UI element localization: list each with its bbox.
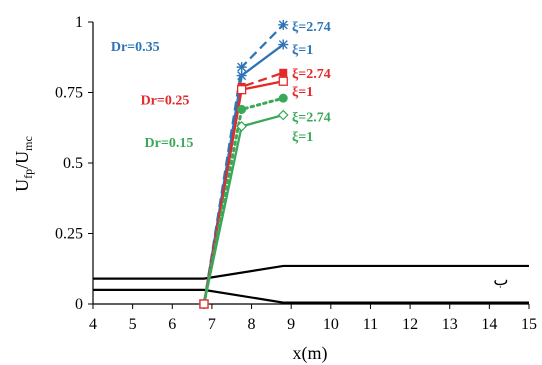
annotation-label: ξ=1 [292, 43, 313, 58]
y-axis-title-main: U [12, 179, 32, 192]
x-tick-label: 4 [89, 316, 97, 333]
x-tick-label: 15 [521, 316, 537, 333]
y-tick-label: 0.5 [63, 155, 83, 172]
annotation-label: ξ=2.74 [292, 110, 331, 125]
x-tick-label: 11 [363, 316, 378, 333]
data-point [278, 19, 289, 30]
data-point [236, 70, 247, 81]
data-point [237, 104, 247, 114]
x-tick-label: 10 [323, 316, 339, 333]
annotation-label: ξ=2.74 [292, 20, 331, 35]
y-tick-labels: 0 0.25 0.5 0.75 1 [55, 14, 93, 313]
annotation-label: ξ=2.74 [292, 67, 331, 82]
y-axis-title: Ufp/Umc [12, 136, 35, 192]
data-point [279, 68, 288, 77]
data-point [277, 109, 289, 121]
data-point [236, 85, 247, 95]
x-tick-label: 5 [129, 316, 137, 333]
y-axis-title-mid: /U [12, 151, 32, 169]
annotation-label: ξ=1 [292, 130, 313, 145]
data-point [236, 62, 247, 73]
y-tick-label: 0.75 [55, 85, 83, 102]
x-tick-label: 13 [442, 316, 458, 333]
series-layer [198, 19, 289, 310]
x-axis-title: x(m) [293, 343, 328, 364]
x-tick-labels: 4 5 6 7 8 9 10 11 12 13 14 15 [89, 304, 537, 333]
data-point [199, 299, 209, 309]
annotation-label: Dr=0.25 [141, 94, 190, 109]
x-tick-label: 8 [248, 316, 256, 333]
section-line [93, 288, 529, 304]
y-axis-title-sub: fp [21, 169, 35, 179]
section-line [93, 264, 529, 280]
annotation-label: ξ=1 [292, 85, 313, 100]
x-tick-label: 12 [402, 316, 418, 333]
y-axis-title-sub2: mc [21, 136, 35, 151]
data-point [278, 76, 288, 86]
y-tick-label: 0.25 [55, 226, 83, 243]
annotation-label: ب [493, 272, 508, 289]
annotation-label: Dr=0.15 [145, 136, 194, 151]
x-tick-label: 6 [168, 316, 176, 333]
y-tick-label: 0 [75, 296, 83, 313]
x-tick-label: 7 [208, 316, 216, 333]
data-point [278, 39, 289, 50]
x-tick-label: 14 [481, 316, 497, 333]
data-point [236, 120, 247, 132]
annotation-label: Dr=0.35 [111, 40, 160, 55]
annotations: Dr=0.35 Dr=0.25 Dr=0.15 ξ=2.74 ξ=1 ξ=2.74 ξ=1 ξ… [111, 20, 509, 289]
data-point [278, 93, 288, 103]
y-tick-label: 1 [75, 14, 83, 31]
x-tick-label: 9 [287, 316, 295, 333]
channel-section [93, 264, 529, 304]
